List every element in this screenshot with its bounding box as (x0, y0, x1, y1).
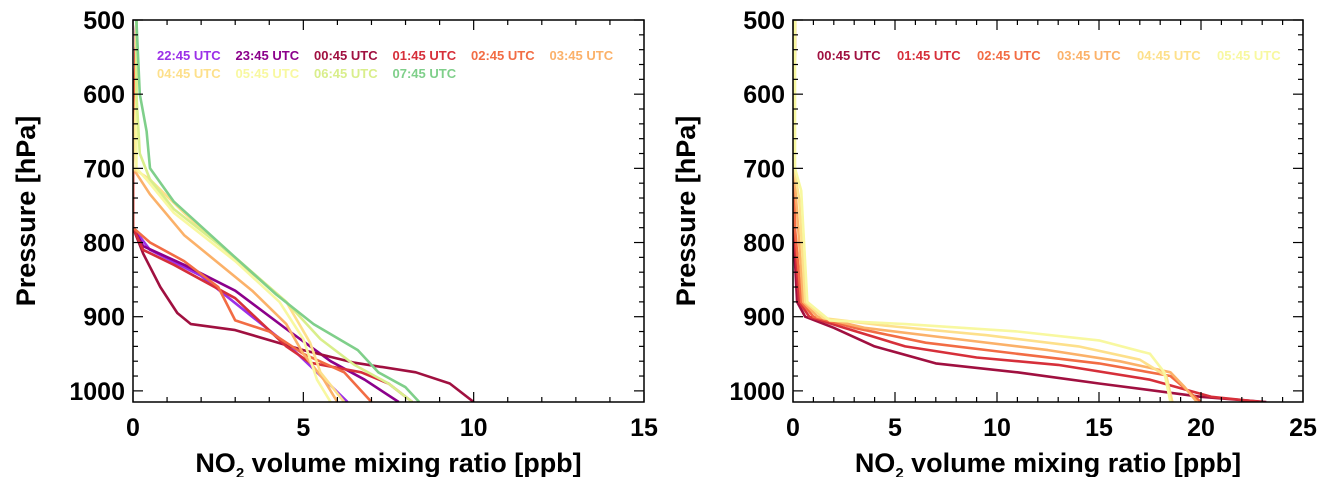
y-tick-label: 800 (743, 230, 785, 258)
y-tick-label: 900 (83, 304, 125, 332)
legend-label: 05:45 UTC (236, 66, 300, 81)
legend-label: 05:45 UTC (1217, 48, 1281, 63)
legend-label: 04:45 UTC (157, 66, 221, 81)
legend-label: 02:45 UTC (977, 48, 1041, 63)
legend-label: 22:45 UTC (157, 48, 221, 63)
plot-frame (132, 19, 645, 403)
legend-label: 04:45 UTC (1137, 48, 1201, 63)
x-tick-label: 5 (888, 414, 902, 442)
x-tick-label: 15 (630, 414, 658, 442)
x-tick-label: 10 (460, 414, 488, 442)
y-tick-label: 600 (83, 81, 125, 109)
series-group (793, 20, 1267, 402)
series-line-0145utc (793, 20, 1263, 402)
series-line-0245utc (793, 20, 1202, 402)
legend-label: 07:45 UTC (393, 66, 457, 81)
legend-label: 01:45 UTC (393, 48, 457, 63)
left-chart-panel: 0 5 10 15 500 600 700 800 900 1000 NO2 volume mixi… (11, 7, 658, 477)
legend-label: 00:45 UTC (314, 48, 378, 63)
legend-label: 23:45 UTC (236, 48, 300, 63)
y-tick-label: 700 (83, 155, 125, 183)
x-tick-label: 10 (983, 414, 1011, 442)
x-tick-label: 15 (1085, 414, 1113, 442)
legend-label: 03:45 UTC (1057, 48, 1121, 63)
y-axis-title: Pressure [hPa] (671, 116, 701, 307)
y-tick-label: 900 (743, 304, 785, 332)
x-tick-label: 20 (1187, 414, 1215, 442)
y-tick-label: 600 (743, 81, 785, 109)
series-line-0345utc (793, 20, 1198, 402)
legend-label: 03:45 UTC (550, 48, 614, 63)
x-tick-label: 25 (1289, 414, 1317, 442)
legend-label: 02:45 UTC (471, 48, 535, 63)
y-axis-title: Pressure [hPa] (11, 116, 41, 307)
y-tick-label: 700 (743, 155, 785, 183)
legend-label: 00:45 UTC (817, 48, 881, 63)
legend-label: 06:45 UTC (314, 66, 378, 81)
y-tick-label: 500 (83, 7, 125, 35)
series-line-0445utc (793, 20, 1174, 402)
series-line-0045utc (133, 20, 475, 402)
x-tick-label: 5 (296, 414, 310, 442)
plot-frame (792, 19, 1304, 403)
series-line-0045utc (793, 20, 1267, 402)
x-axis-title: NO2 volume mixing ratio [ppb] (855, 448, 1241, 477)
right-chart-panel: 0 5 10 15 20 25 500 600 700 800 900 1000 NO2 volume … (671, 7, 1317, 477)
x-tick-label: 0 (786, 414, 800, 442)
y-tick-label: 500 (743, 7, 785, 35)
series-line-0745utc (135, 20, 421, 402)
x-tick-label: 0 (126, 414, 140, 442)
x-axis-title: NO2 volume mixing ratio [ppb] (195, 448, 581, 477)
legend-label: 01:45 UTC (897, 48, 961, 63)
y-tick-label: 1000 (69, 378, 125, 406)
series-line-0545utc (135, 20, 332, 402)
y-tick-label: 800 (83, 230, 125, 258)
y-tick-label: 1000 (729, 378, 785, 406)
series-line-0545utc (793, 20, 1172, 402)
